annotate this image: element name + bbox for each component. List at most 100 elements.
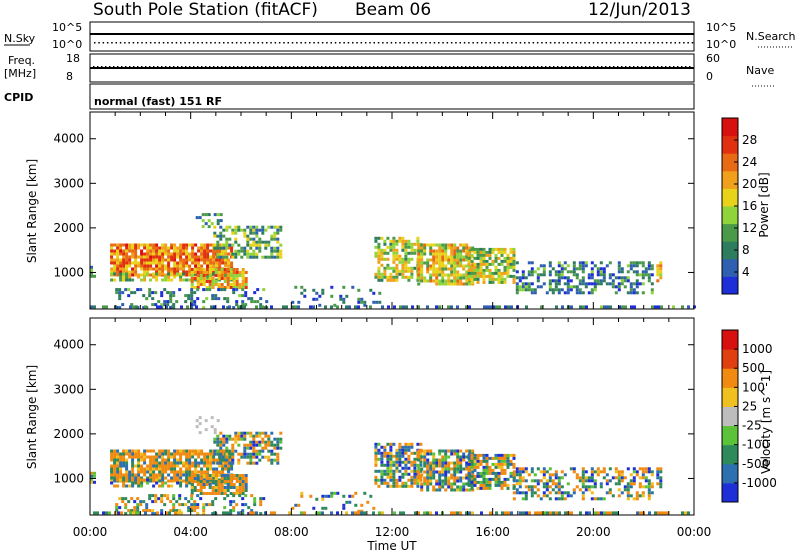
heatmap-cell [456, 279, 460, 283]
heatmap-cell [211, 280, 215, 283]
heatmap-cell [407, 448, 411, 452]
heatmap-cell [193, 489, 197, 492]
heatmap-cell [503, 453, 507, 457]
heatmap-cell [119, 461, 123, 465]
heatmap-cell [246, 234, 250, 238]
heatmap-cell [357, 297, 361, 301]
heatmap-cell [401, 454, 405, 458]
heatmap-cell [542, 485, 546, 489]
heatmap-cell [413, 466, 417, 470]
heatmap-cell [226, 486, 230, 489]
heatmap-cell [447, 485, 451, 489]
heatmap-cell [374, 457, 378, 461]
heatmap-cell [231, 446, 235, 450]
heatmap-cell [423, 243, 427, 247]
heatmap-cell [453, 461, 457, 465]
heatmap-cell [623, 276, 627, 280]
heatmap-cell [188, 473, 192, 477]
nsearch-dot [162, 42, 165, 44]
heatmap-cell [578, 291, 582, 295]
heatmap-cell [404, 251, 408, 255]
heatmap-cell [512, 256, 516, 260]
heatmap-cell [380, 463, 384, 467]
heatmap-cell [575, 267, 579, 271]
heatmap-cell [158, 255, 162, 259]
heatmap-cell [158, 246, 162, 250]
heatmap-cell [560, 494, 564, 498]
heatmap-cell [395, 263, 399, 267]
heatmap-cell [175, 509, 179, 513]
heatmap-cell [116, 249, 120, 253]
heatmap-cell [172, 503, 176, 507]
nave-dot [153, 66, 155, 68]
nave-dot [561, 66, 563, 68]
heatmap-cell [134, 478, 138, 482]
nave-dot [613, 66, 615, 68]
heatmap-cell [230, 261, 234, 265]
heatmap-cell [380, 454, 384, 458]
heatmap-cell [226, 477, 230, 480]
heatmap-cell [124, 503, 128, 507]
heatmap-cell [515, 491, 519, 495]
nsearch-dot [248, 42, 251, 44]
heatmap-cell [234, 437, 238, 441]
heatmap-cell [438, 485, 442, 489]
heatmap-cell [507, 305, 510, 309]
heatmap-cell [176, 478, 180, 482]
heatmap-cell [519, 511, 522, 515]
colorbar-tick-label: -500 [742, 457, 769, 471]
heatmap-cell [173, 275, 177, 279]
heatmap-cell [570, 305, 573, 309]
heatmap-cell [608, 491, 612, 495]
heatmap-cell [155, 478, 159, 482]
heatmap-cell [530, 291, 534, 295]
nave-dot [201, 66, 203, 68]
heatmap-cell [563, 491, 567, 495]
heatmap-cell [441, 473, 445, 477]
nsearch-dot [115, 42, 117, 44]
heatmap-cell [521, 276, 525, 280]
heatmap-cell [527, 270, 531, 274]
heatmap-cell [504, 511, 507, 515]
heatmap-cell [459, 467, 463, 471]
heatmap-cell [199, 477, 203, 480]
nave-dot [293, 66, 295, 68]
nsearch-dot [674, 42, 676, 44]
heatmap-cell [459, 449, 463, 453]
heatmap-cell [142, 500, 146, 504]
heatmap-cell [417, 270, 421, 274]
heatmap-cell [166, 300, 170, 304]
heatmap-cell [110, 255, 114, 259]
nave-dot [389, 66, 391, 68]
heatmap-cell [380, 278, 384, 282]
heatmap-cell [217, 474, 221, 477]
heatmap-cell [253, 300, 257, 304]
heatmap-cell [557, 273, 561, 277]
heatmap-cell [435, 479, 439, 483]
heatmap-cell [417, 243, 421, 247]
heatmap-cell [423, 464, 427, 468]
heatmap-cell [230, 264, 234, 268]
heatmap-cell [118, 506, 122, 510]
nave-dot [393, 66, 395, 68]
heatmap-cell [241, 268, 245, 271]
nsearch-dot [648, 42, 651, 44]
heatmap-cell [638, 485, 642, 489]
heatmap-cell [163, 503, 167, 507]
nave-dot [245, 66, 247, 68]
heatmap-cell [563, 267, 567, 271]
heatmap-cell [250, 494, 254, 498]
heatmap-cell [232, 474, 236, 477]
heatmap-cell [423, 461, 427, 465]
heatmap-cell [118, 306, 122, 310]
heatmap-cell [584, 485, 588, 489]
heatmap-cell [203, 246, 207, 250]
nsearch-dot [270, 42, 272, 44]
heatmap-cell [255, 449, 259, 453]
heatmap-cell [467, 456, 471, 460]
heatmap-cell [149, 461, 153, 465]
heatmap-cell [479, 453, 483, 457]
heatmap-cell [208, 286, 212, 289]
heatmap-cell [279, 249, 283, 253]
heatmap-cell [497, 247, 501, 251]
